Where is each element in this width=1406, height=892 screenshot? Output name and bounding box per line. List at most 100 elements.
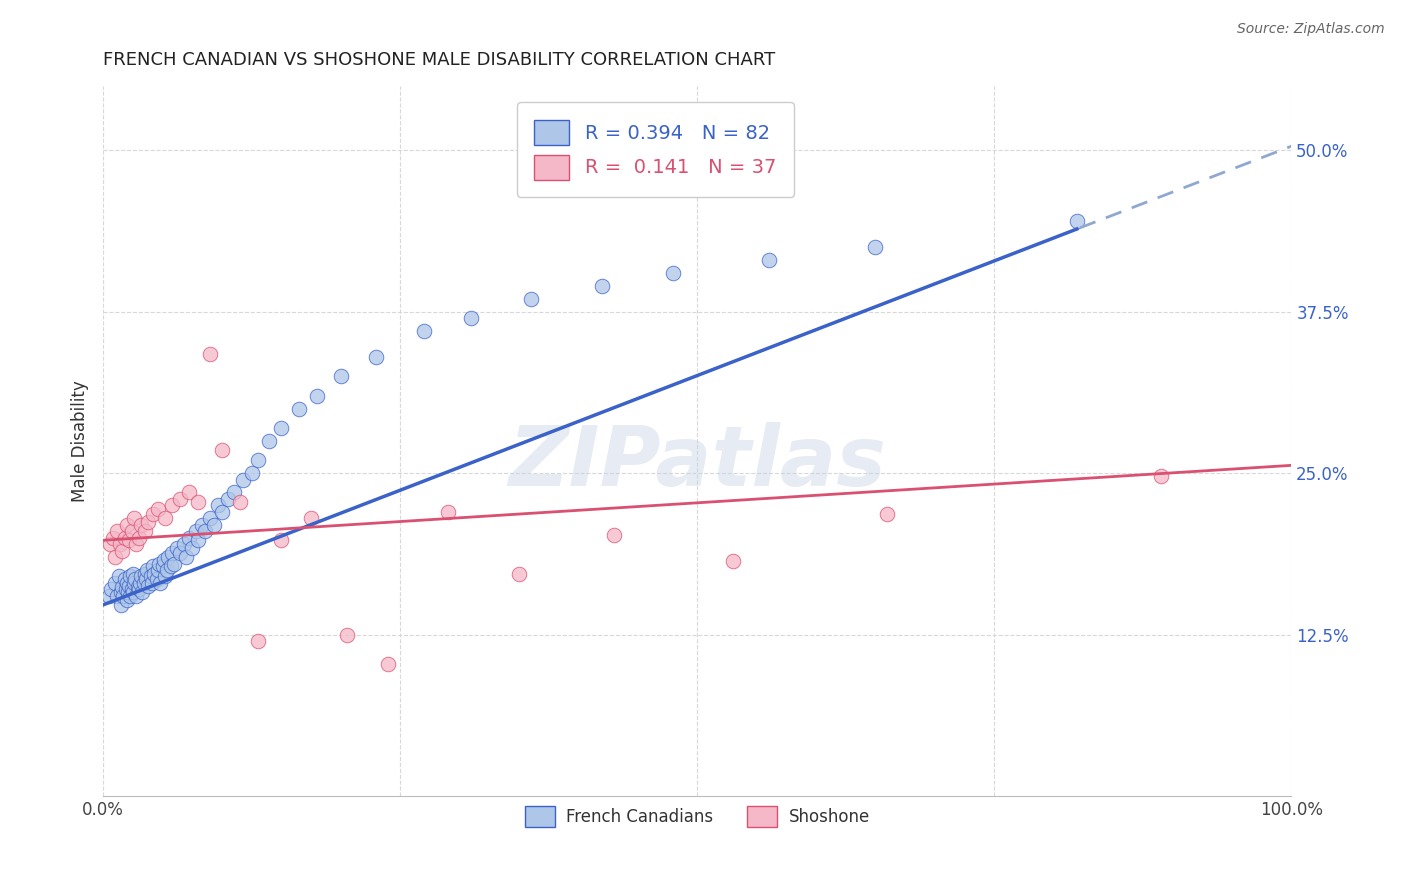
Point <box>110 585 132 599</box>
Point <box>153 511 176 525</box>
Point <box>299 511 322 525</box>
Text: FRENCH CANADIAN VS SHOSHONE MALE DISABILITY CORRELATION CHART: FRENCH CANADIAN VS SHOSHONE MALE DISABIL… <box>103 51 775 69</box>
Point <box>139 569 162 583</box>
Point <box>270 533 292 548</box>
Text: ZIPatlas: ZIPatlas <box>509 422 886 502</box>
Point <box>145 572 167 586</box>
Point <box>603 528 626 542</box>
Point <box>114 572 136 586</box>
Point <box>270 421 292 435</box>
Point <box>143 566 166 581</box>
Point <box>115 592 138 607</box>
Point <box>187 494 209 508</box>
Point <box>160 559 183 574</box>
Point <box>591 278 613 293</box>
Point <box>118 533 141 548</box>
Point <box>187 533 209 548</box>
Point <box>131 585 153 599</box>
Point <box>114 531 136 545</box>
Point <box>121 566 143 581</box>
Point <box>305 388 328 402</box>
Point <box>520 292 543 306</box>
Point <box>100 582 122 597</box>
Point <box>128 531 150 545</box>
Point <box>132 575 155 590</box>
Point <box>190 517 212 532</box>
Point <box>413 324 436 338</box>
Legend: French Canadians, Shoshone: French Canadians, Shoshone <box>517 799 876 834</box>
Point <box>259 434 281 448</box>
Point <box>288 401 311 416</box>
Point <box>181 541 204 555</box>
Point <box>111 580 134 594</box>
Point <box>134 566 156 581</box>
Point <box>758 252 780 267</box>
Point <box>152 559 174 574</box>
Point <box>211 442 233 457</box>
Point <box>112 589 135 603</box>
Point <box>460 311 482 326</box>
Point <box>1066 214 1088 228</box>
Point <box>160 546 183 560</box>
Point <box>136 563 159 577</box>
Point <box>121 524 143 539</box>
Point <box>176 550 198 565</box>
Point <box>217 491 239 506</box>
Point <box>121 582 143 597</box>
Point <box>211 505 233 519</box>
Point <box>366 350 388 364</box>
Point <box>129 517 152 532</box>
Point <box>127 580 149 594</box>
Point <box>134 524 156 539</box>
Point <box>865 240 887 254</box>
Point <box>114 582 136 597</box>
Point <box>104 575 127 590</box>
Point <box>146 502 169 516</box>
Point <box>169 491 191 506</box>
Point <box>1149 468 1171 483</box>
Point <box>117 585 139 599</box>
Point <box>110 598 132 612</box>
Point <box>246 453 269 467</box>
Point <box>149 575 172 590</box>
Point <box>229 494 252 508</box>
Point <box>98 537 121 551</box>
Point <box>108 537 131 551</box>
Point <box>202 517 225 532</box>
Point <box>152 552 174 566</box>
Point <box>120 569 142 583</box>
Point <box>160 499 183 513</box>
Point <box>336 627 359 641</box>
Point <box>122 511 145 525</box>
Point <box>377 657 399 672</box>
Point <box>135 572 157 586</box>
Point <box>329 369 352 384</box>
Point <box>148 557 170 571</box>
Point <box>101 531 124 545</box>
Point <box>129 575 152 590</box>
Point <box>111 543 134 558</box>
Point <box>104 550 127 565</box>
Point <box>240 466 263 480</box>
Point <box>184 524 207 539</box>
Point <box>107 569 129 583</box>
Point <box>157 550 180 565</box>
Point <box>207 499 229 513</box>
Point <box>142 559 165 574</box>
Point <box>105 589 128 603</box>
Point <box>105 524 128 539</box>
Point <box>222 485 245 500</box>
Point <box>198 511 221 525</box>
Point <box>141 575 163 590</box>
Point <box>142 508 165 522</box>
Point <box>136 578 159 592</box>
Point <box>173 537 195 551</box>
Point <box>146 563 169 577</box>
Point <box>121 585 143 599</box>
Point <box>508 566 530 581</box>
Point <box>122 575 145 590</box>
Point <box>232 473 254 487</box>
Point <box>177 485 200 500</box>
Point <box>136 515 159 529</box>
Point <box>125 537 148 551</box>
